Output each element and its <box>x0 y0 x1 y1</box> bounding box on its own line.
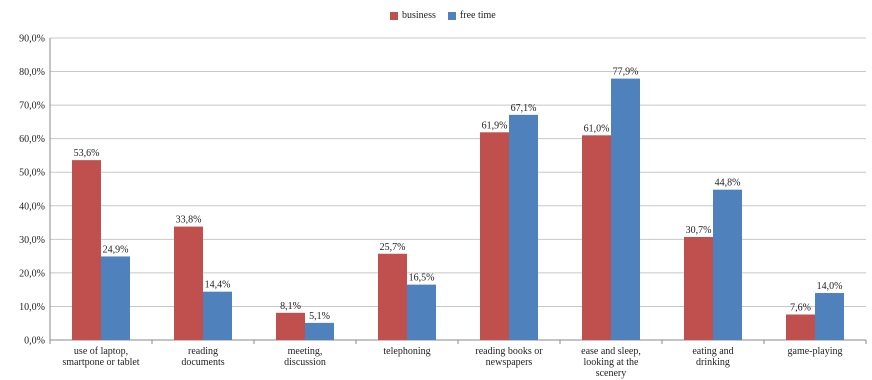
bar-free-time <box>203 291 232 340</box>
y-tick-label: 40,0% <box>19 201 45 212</box>
legend: business free time <box>390 10 508 21</box>
data-label: 61,9% <box>482 120 508 131</box>
legend-item-business: business <box>390 10 436 21</box>
bar-free-time <box>509 114 538 340</box>
x-category-label: reading books or newspapers <box>475 346 543 368</box>
data-label: 33,8% <box>176 215 202 226</box>
x-category-label: reading documents <box>181 346 224 368</box>
bar-free-time <box>407 284 436 340</box>
bar-business <box>786 314 815 340</box>
bar-business <box>72 160 101 340</box>
bar-business <box>276 312 305 340</box>
y-tick-label: 50,0% <box>19 168 45 179</box>
y-tick-label: 0,0% <box>24 336 45 347</box>
x-category-label: meeting, discussion <box>284 346 326 368</box>
data-label: 14,0% <box>817 281 843 292</box>
data-label: 67,1% <box>511 103 537 114</box>
bar-business <box>684 236 713 340</box>
legend-label-free-time: free time <box>459 10 496 21</box>
bar-free-time <box>305 322 334 340</box>
legend-swatch-free-time <box>447 11 456 20</box>
data-label: 16,5% <box>409 273 435 284</box>
x-category-label: telephoning <box>383 346 430 357</box>
bar-business <box>174 226 203 340</box>
legend-swatch-business <box>390 11 398 20</box>
legend-label-business: business <box>402 10 436 21</box>
data-label: 14,4% <box>205 280 231 291</box>
y-tick-label: 20,0% <box>19 268 45 279</box>
x-category-label: eating and drinking <box>692 346 733 368</box>
data-label: 7,6% <box>790 302 811 313</box>
data-label: 61,0% <box>584 123 610 134</box>
data-label: 53,6% <box>74 148 100 159</box>
data-label: 30,7% <box>686 225 712 236</box>
y-tick-label: 60,0% <box>19 134 45 145</box>
data-label: 8,1% <box>280 301 301 312</box>
y-tick-label: 10,0% <box>19 302 45 313</box>
data-label: 5,1% <box>309 311 330 322</box>
bar-business <box>378 253 407 340</box>
y-tick-label: 80,0% <box>19 67 45 78</box>
x-category-label: ease and sleep, looking at the scenery <box>581 346 641 379</box>
y-tick-label: 30,0% <box>19 235 45 246</box>
y-tick-label: 70,0% <box>19 101 45 112</box>
bar-free-time <box>101 256 130 340</box>
data-label: 77,9% <box>613 67 639 78</box>
data-label: 24,9% <box>103 244 129 255</box>
bar-free-time <box>713 189 742 340</box>
legend-item-free-time: free time <box>447 10 496 21</box>
x-category-label: use of laptop, smartpone or tablet <box>62 346 139 368</box>
bar-business <box>480 132 509 340</box>
data-label: 25,7% <box>380 242 406 253</box>
bar-free-time <box>611 78 640 340</box>
x-category-label: game-playing <box>788 346 843 357</box>
bar-free-time <box>815 293 844 340</box>
bar-business <box>582 135 611 340</box>
y-tick-label: 90,0% <box>19 34 45 45</box>
data-label: 44,8% <box>715 178 741 189</box>
